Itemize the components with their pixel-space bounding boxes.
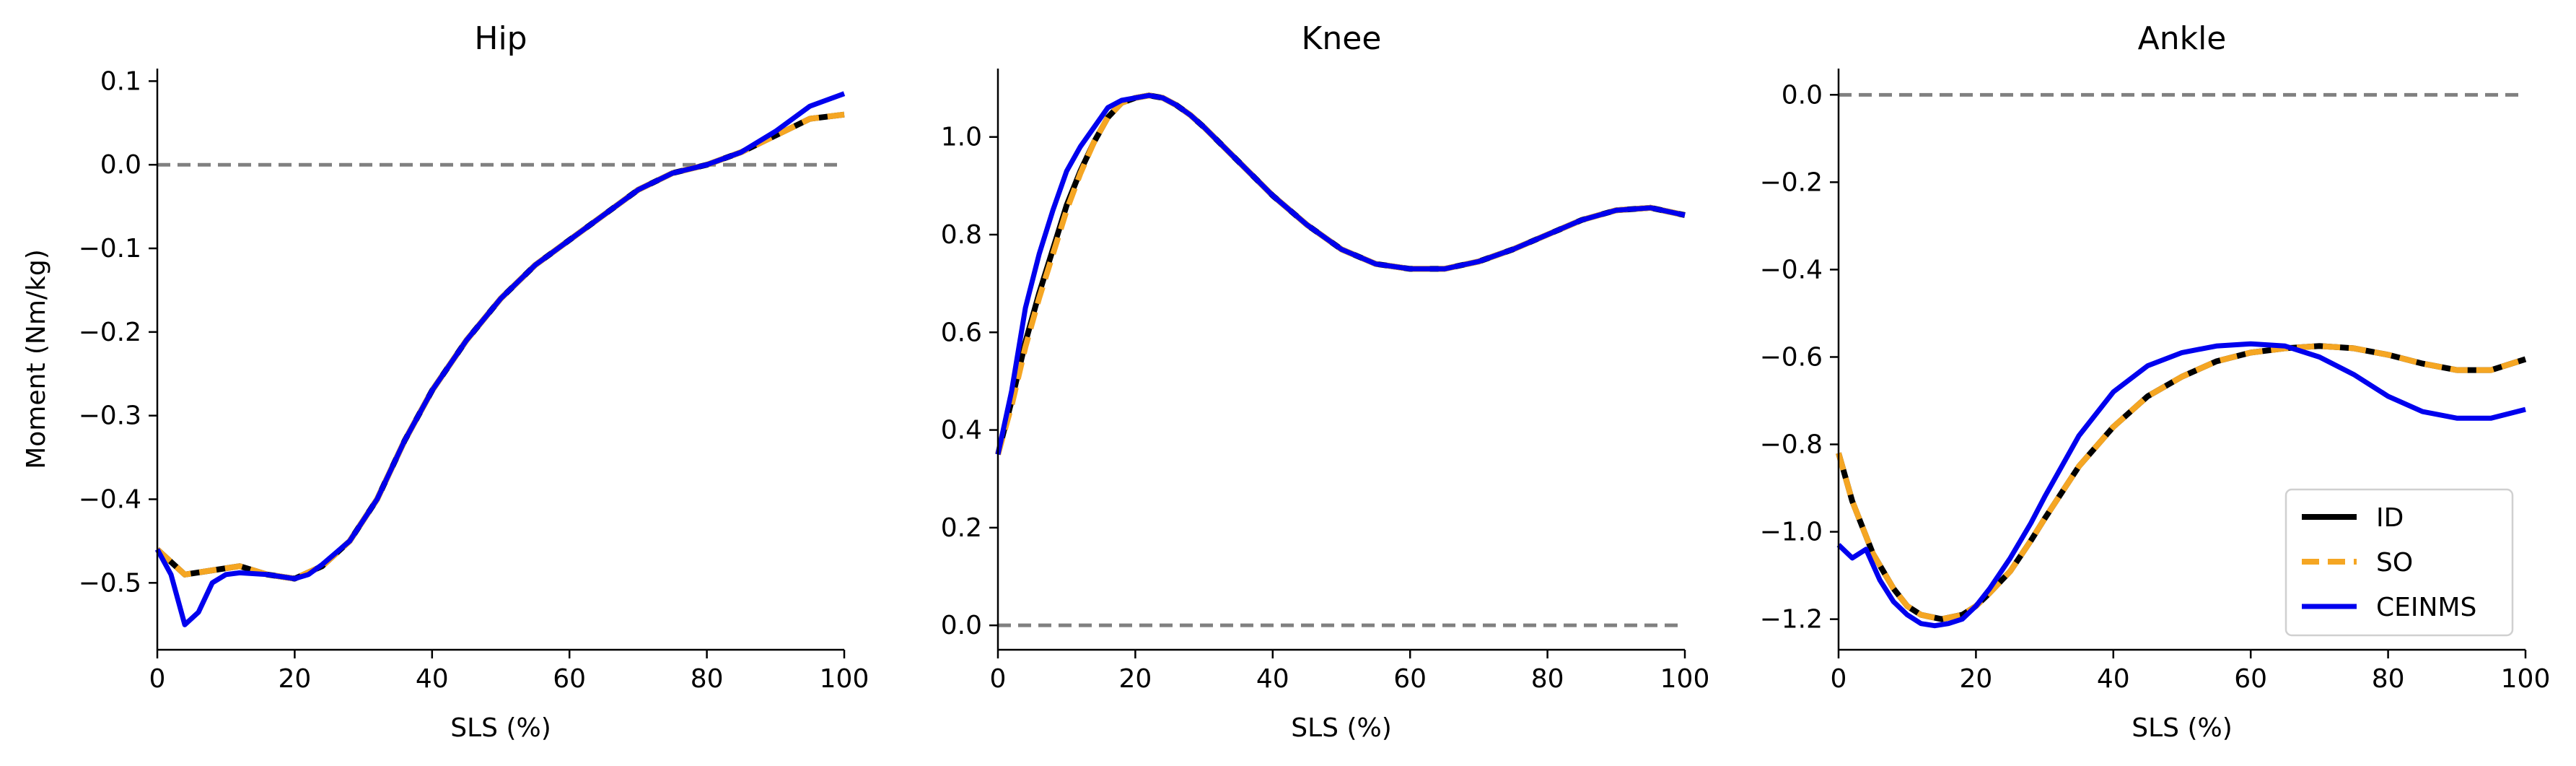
x-tick-label: 100 <box>820 664 869 694</box>
y-tick-label: −0.2 <box>1760 167 1823 197</box>
x-tick-label: 40 <box>1256 664 1289 694</box>
chart-title: Hip <box>474 20 527 57</box>
y-tick-label: −0.4 <box>79 485 141 515</box>
y-tick-label: −0.6 <box>1760 342 1823 372</box>
y-tick-label: 0.1 <box>100 66 141 96</box>
y-tick-label: −0.5 <box>79 568 141 598</box>
y-tick-label: 0.6 <box>941 318 982 347</box>
subplot-knee: Knee 0 20 40 60 80 100 0.0 0.2 0.4 0.6 0.8 1.0 SLS (%… <box>941 20 1710 743</box>
series-line-ceinms <box>154 91 846 627</box>
legend-label-id: ID <box>2376 503 2404 533</box>
x-tick-label: 80 <box>2372 664 2405 694</box>
y-tick-label: 1.0 <box>941 123 982 152</box>
x-tick-label: 20 <box>1959 664 1992 694</box>
y-tick-label: −0.8 <box>1760 430 1823 460</box>
y-tick-label: −0.1 <box>79 234 141 264</box>
y-tick-label: −0.3 <box>79 401 141 431</box>
y-tick-label: 0.0 <box>100 150 141 180</box>
legend-label-ceinms: CEINMS <box>2376 593 2476 622</box>
x-tick-label: 0 <box>149 664 166 694</box>
y-axis-label: Moment (Nm/kg) <box>22 249 51 469</box>
x-tick-label: 60 <box>1393 664 1427 694</box>
legend: ID SO CEINMS <box>2284 488 2514 637</box>
x-tick-label: 100 <box>1660 664 1710 694</box>
series-line-ceinms <box>1836 341 2526 629</box>
x-tick-label: 100 <box>2501 664 2551 694</box>
x-tick-label: 40 <box>416 664 449 694</box>
subplot-hip: Hip 0 20 40 60 80 100 −0.5 −0.4 −0.3 −0.2 −0.1 0.0 0.… <box>22 20 869 743</box>
x-tick-label: 20 <box>278 664 311 694</box>
y-tick-label: −1.2 <box>1760 605 1823 635</box>
y-tick-label: −0.4 <box>1760 255 1823 284</box>
x-tick-label: 40 <box>2097 664 2130 694</box>
series-line-so <box>1836 343 2527 622</box>
y-tick-label: 0.8 <box>941 220 982 250</box>
series-line-id <box>155 111 845 582</box>
x-tick-label: 0 <box>990 664 1007 694</box>
series-line-ceinms <box>995 92 1686 456</box>
x-tick-label: 20 <box>1118 664 1152 694</box>
chart-title: Ankle <box>2138 20 2227 57</box>
y-tick-label: 0.0 <box>941 611 982 640</box>
y-tick-label: 0.0 <box>1782 80 1823 110</box>
x-axis-label: SLS (%) <box>2132 713 2233 743</box>
x-axis-label: SLS (%) <box>1291 713 1392 743</box>
y-tick-label: 0.4 <box>941 416 982 445</box>
x-tick-label: 60 <box>2234 664 2267 694</box>
series-line-so <box>995 92 1686 456</box>
y-tick-label: 0.2 <box>941 513 982 543</box>
y-tick-label: −1.0 <box>1760 518 1823 547</box>
series-line-id <box>995 92 1686 456</box>
x-tick-label: 80 <box>1531 664 1564 694</box>
legend-label-so: SO <box>2376 548 2413 578</box>
x-tick-label: 60 <box>553 664 586 694</box>
legend-frame <box>2284 488 2514 637</box>
x-axis-label: SLS (%) <box>450 713 551 743</box>
x-tick-label: 0 <box>1831 664 1847 694</box>
subplot-ankle: Ankle 0 20 40 60 80 100 −1.2 −1.0 −0.8 −0.6 −0.4 −0.… <box>1760 20 2551 743</box>
series-line-so <box>155 111 845 582</box>
chart-title: Knee <box>1302 20 1382 57</box>
x-tick-label: 80 <box>691 664 724 694</box>
y-tick-label: −0.2 <box>79 318 141 347</box>
